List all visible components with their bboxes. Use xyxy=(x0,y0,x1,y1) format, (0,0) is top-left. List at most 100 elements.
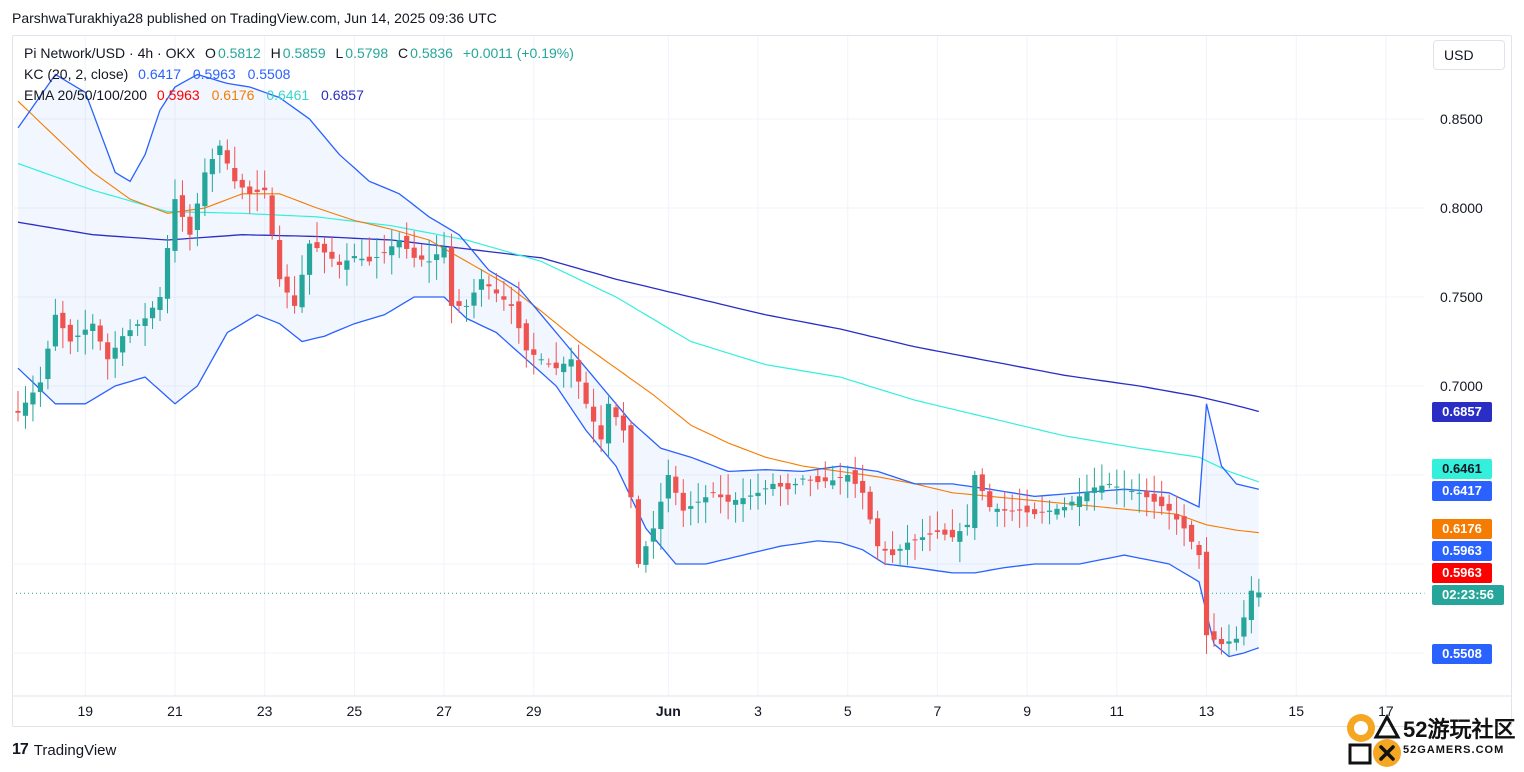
candle[interactable] xyxy=(187,204,193,251)
candle[interactable] xyxy=(718,475,724,514)
candle[interactable] xyxy=(1024,489,1030,527)
candle[interactable] xyxy=(493,273,499,303)
candle[interactable] xyxy=(1151,475,1157,519)
candle[interactable] xyxy=(845,465,851,498)
candle[interactable] xyxy=(1166,494,1172,530)
candle[interactable] xyxy=(1091,467,1097,511)
candle[interactable] xyxy=(157,286,163,322)
candle[interactable] xyxy=(411,231,417,268)
candle[interactable] xyxy=(673,465,679,506)
candle[interactable] xyxy=(314,222,320,252)
candle[interactable] xyxy=(508,286,514,325)
candle[interactable] xyxy=(1241,600,1247,646)
candle[interactable] xyxy=(665,459,671,513)
candle[interactable] xyxy=(972,470,978,540)
candle[interactable] xyxy=(75,319,81,352)
candle[interactable] xyxy=(149,301,156,329)
candle[interactable] xyxy=(852,456,858,498)
candle[interactable] xyxy=(82,309,88,355)
candle[interactable] xyxy=(658,482,664,550)
candle[interactable] xyxy=(448,233,455,324)
candle[interactable] xyxy=(695,483,701,524)
candle[interactable] xyxy=(366,237,372,266)
candle[interactable] xyxy=(516,281,522,344)
candle[interactable] xyxy=(1017,488,1023,528)
ema200-line[interactable] xyxy=(17,221,1259,413)
candle[interactable] xyxy=(15,390,21,422)
kc-upper-line[interactable] xyxy=(17,73,1259,508)
candle[interactable] xyxy=(277,225,283,287)
candle[interactable] xyxy=(1159,480,1165,515)
candle[interactable] xyxy=(1039,496,1045,524)
candle[interactable] xyxy=(291,276,298,314)
candle[interactable] xyxy=(22,386,29,429)
candle[interactable] xyxy=(127,319,133,344)
candle[interactable] xyxy=(927,515,933,552)
candle[interactable] xyxy=(486,275,492,300)
candle[interactable] xyxy=(815,469,821,490)
candle[interactable] xyxy=(374,238,380,279)
candle[interactable] xyxy=(105,333,111,380)
candle[interactable] xyxy=(471,278,477,319)
candle[interactable] xyxy=(1099,464,1105,500)
candle[interactable] xyxy=(747,479,754,510)
candle[interactable] xyxy=(1196,541,1202,569)
candle[interactable] xyxy=(822,461,828,488)
candle[interactable] xyxy=(1211,613,1217,647)
candle[interactable] xyxy=(1181,504,1187,547)
candle[interactable] xyxy=(306,239,313,295)
candle[interactable] xyxy=(1054,504,1060,520)
candle[interactable] xyxy=(1069,495,1075,511)
ema100-line[interactable] xyxy=(17,162,1259,483)
candle[interactable] xyxy=(979,468,985,501)
candle[interactable] xyxy=(867,486,873,524)
candle[interactable] xyxy=(807,475,813,497)
candle[interactable] xyxy=(52,298,58,351)
candle[interactable] xyxy=(755,473,761,510)
candle[interactable] xyxy=(620,402,627,443)
candle[interactable] xyxy=(643,541,649,573)
candle[interactable] xyxy=(30,375,36,422)
candle[interactable] xyxy=(889,531,896,563)
candle[interactable] xyxy=(605,396,612,458)
candle[interactable] xyxy=(792,478,798,495)
candle[interactable] xyxy=(740,478,746,522)
candle[interactable] xyxy=(987,483,993,512)
candle[interactable] xyxy=(478,269,485,307)
candle[interactable] xyxy=(1218,627,1225,655)
candle[interactable] xyxy=(120,327,126,366)
candle[interactable] xyxy=(598,405,604,453)
candle[interactable] xyxy=(351,243,357,263)
candle[interactable] xyxy=(1174,495,1180,535)
candle[interactable] xyxy=(1188,520,1195,550)
candle[interactable] xyxy=(329,236,335,268)
candle[interactable] xyxy=(994,503,1000,527)
candle[interactable] xyxy=(725,474,731,520)
candle[interactable] xyxy=(112,331,118,378)
candle[interactable] xyxy=(359,238,365,267)
candle[interactable] xyxy=(904,524,911,566)
candle[interactable] xyxy=(254,170,260,212)
candle[interactable] xyxy=(1002,491,1008,528)
candle[interactable] xyxy=(37,366,44,407)
candle[interactable] xyxy=(680,479,686,528)
candle[interactable] xyxy=(785,473,791,505)
ema50-line[interactable] xyxy=(17,100,1259,534)
candle[interactable] xyxy=(703,485,709,523)
candle[interactable] xyxy=(733,492,739,523)
tradingview-logo[interactable]: 17 TradingView xyxy=(12,741,116,759)
candle[interactable] xyxy=(568,347,574,388)
candle[interactable] xyxy=(1256,578,1262,607)
candle[interactable] xyxy=(434,235,440,280)
candle[interactable] xyxy=(463,299,470,322)
candle[interactable] xyxy=(964,504,970,536)
candle[interactable] xyxy=(1061,497,1068,518)
candle[interactable] xyxy=(262,170,268,199)
candle[interactable] xyxy=(1144,478,1150,517)
candle[interactable] xyxy=(336,254,343,279)
candle[interactable] xyxy=(590,388,597,443)
candle[interactable] xyxy=(1076,477,1083,527)
candle[interactable] xyxy=(523,319,529,368)
candle[interactable] xyxy=(389,229,395,275)
candle[interactable] xyxy=(45,340,51,390)
